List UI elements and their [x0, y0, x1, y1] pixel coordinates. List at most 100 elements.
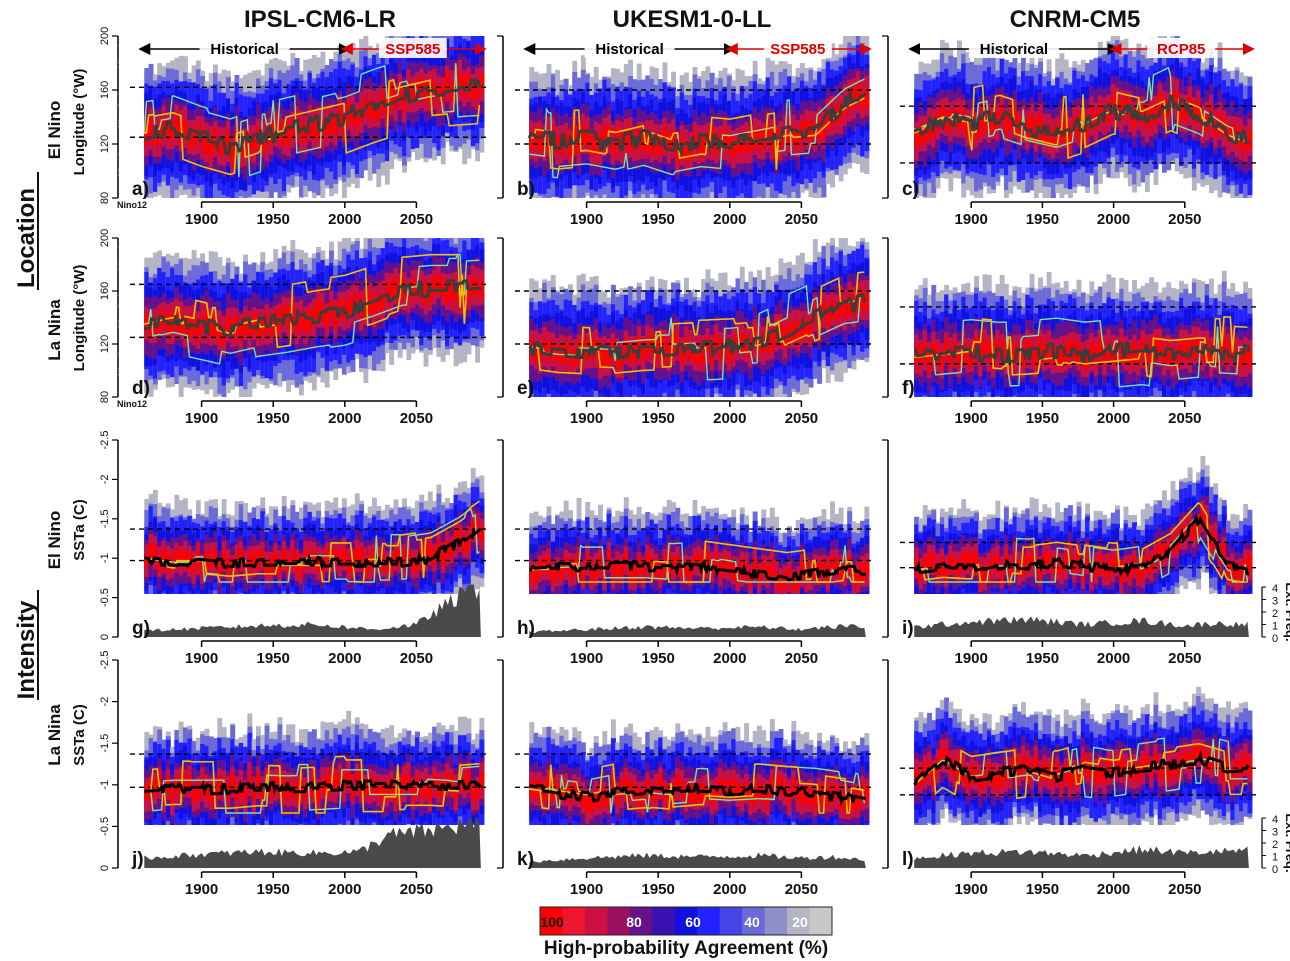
agreement-cell: [410, 554, 416, 572]
agreement-cell: [696, 345, 702, 365]
agreement-cell: [589, 564, 595, 581]
agreement-cell: [834, 104, 840, 123]
longitude-axis-label-row2: Longitude (°W): [71, 265, 88, 372]
agreement-cell: [1076, 550, 1082, 566]
agreement-cell: [986, 562, 992, 578]
panel-label: b): [517, 179, 535, 200]
y-tick-label: -2: [99, 475, 111, 485]
x-tick-label: 1950: [642, 650, 675, 667]
agreement-cell: [316, 300, 322, 321]
agreement-cell: [462, 536, 468, 553]
agreement-cell: [572, 125, 578, 144]
agreement-cell: [440, 278, 446, 298]
agreement-cell: [1085, 350, 1090, 369]
agreement-cell: [208, 316, 214, 336]
agreement-cell: [641, 130, 646, 152]
historical-label: Historical: [980, 41, 1048, 58]
agreement-cell: [671, 556, 676, 575]
agreement-cell: [623, 129, 629, 150]
ssta-axis-label-row4: SSTa (C): [71, 704, 88, 765]
agreement-cell: [457, 529, 463, 546]
agreement-cell: [821, 559, 827, 577]
y-tick-label: 0: [99, 634, 111, 640]
agreement-cell: [567, 136, 573, 157]
agreement-cell: [679, 562, 685, 578]
agreement-cell: [748, 132, 754, 154]
member-line-green: [914, 317, 1248, 388]
historical-label-bg: [584, 38, 675, 58]
agreement-cell: [752, 558, 758, 575]
x-tick-label: 1900: [570, 650, 603, 667]
agreement-cell: [1217, 111, 1223, 130]
agreement-cell: [927, 350, 932, 372]
agreement-cell: [735, 330, 741, 350]
agreement-cell: [1080, 114, 1086, 135]
agreement-cell: [791, 575, 797, 591]
member-line-green: [143, 63, 480, 178]
y-tick-label: 160: [99, 282, 111, 300]
agreement-cell: [213, 547, 218, 564]
region-label: Nino3: [117, 351, 127, 376]
agreement-cell: [662, 554, 668, 572]
x-tick-label: 1950: [642, 211, 675, 228]
agreement-cell: [765, 121, 771, 141]
agreement-cell: [264, 560, 270, 576]
agreement-cell: [991, 554, 997, 573]
agreement-cell: [1046, 552, 1052, 568]
agreement-cell: [1068, 550, 1073, 567]
agreement-cell: [1127, 345, 1133, 365]
agreement-cell: [243, 140, 249, 158]
agreement-cell: [855, 568, 861, 585]
agreement-cell: [847, 293, 853, 313]
agreement-cell: [161, 116, 167, 135]
agreement-cell: [1042, 552, 1048, 568]
agreement-cell: [260, 548, 266, 564]
agreement-cell: [722, 128, 728, 147]
agreement-cell: [148, 119, 154, 139]
agreement-cell: [243, 315, 249, 335]
agreement-cell: [247, 554, 253, 571]
agreement-cell: [1072, 558, 1078, 574]
agreement-cell: [948, 347, 954, 367]
agreement-cell: [799, 560, 805, 576]
agreement-cell: [324, 116, 330, 136]
agreement-cell: [830, 557, 835, 572]
agreement-cell: [195, 318, 201, 339]
agreement-cell: [1209, 344, 1214, 366]
la-nina-int-label: La Nina: [45, 704, 64, 766]
agreement-cell: [397, 81, 403, 103]
future-label-bg: [1147, 38, 1216, 58]
agreement-cell: [367, 99, 373, 117]
agreement-cell: [1136, 103, 1142, 122]
agreement-cell: [303, 312, 309, 333]
agreement-cell: [692, 344, 698, 363]
y-tick-label: 200: [99, 27, 111, 45]
agreement-cell: [961, 552, 967, 570]
agreement-cell: [914, 557, 920, 574]
agreement-cell: [602, 125, 608, 146]
agreement-cell: [978, 565, 984, 582]
agreement-cell: [726, 132, 732, 154]
agreement-cell: [1183, 341, 1189, 361]
agreement-cell: [354, 108, 360, 128]
agreement-cell: [346, 298, 352, 318]
agreement-heatmap: [914, 270, 1253, 397]
agreement-cell: [290, 119, 296, 139]
agreement-cell: [423, 83, 429, 104]
agreement-cell: [787, 567, 792, 584]
agreement-cell: [744, 561, 750, 579]
agreement-cell: [230, 143, 236, 162]
member-line-green: [144, 253, 480, 365]
agreement-cell: [744, 132, 750, 153]
agreement-cell: [1247, 346, 1253, 366]
agreement-cell: [632, 564, 638, 581]
agreement-cell: [1055, 123, 1061, 145]
y-tick-label: 80: [99, 192, 111, 204]
agreement-cell: [610, 564, 616, 581]
agreement-cell: [1029, 113, 1035, 132]
agreement-cell: [791, 124, 797, 145]
agreement-cell: [144, 126, 150, 145]
agreement-cell: [389, 280, 395, 301]
model-title-ipsl: IPSL-CM6-LR: [244, 6, 396, 33]
